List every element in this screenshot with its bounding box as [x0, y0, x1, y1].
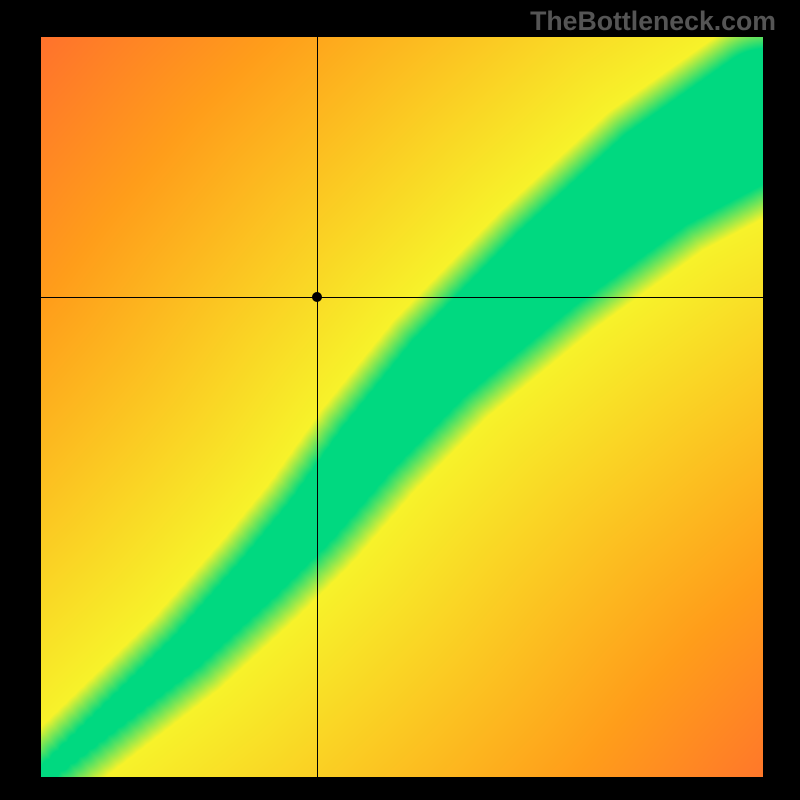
heatmap-canvas	[41, 37, 763, 777]
crosshair-horizontal-line	[41, 297, 763, 298]
heatmap-plot	[41, 37, 763, 777]
figure-container: TheBottleneck.com	[0, 0, 800, 800]
crosshair-dot	[312, 292, 322, 302]
watermark-text: TheBottleneck.com	[530, 6, 776, 37]
crosshair-vertical-line	[317, 37, 318, 777]
